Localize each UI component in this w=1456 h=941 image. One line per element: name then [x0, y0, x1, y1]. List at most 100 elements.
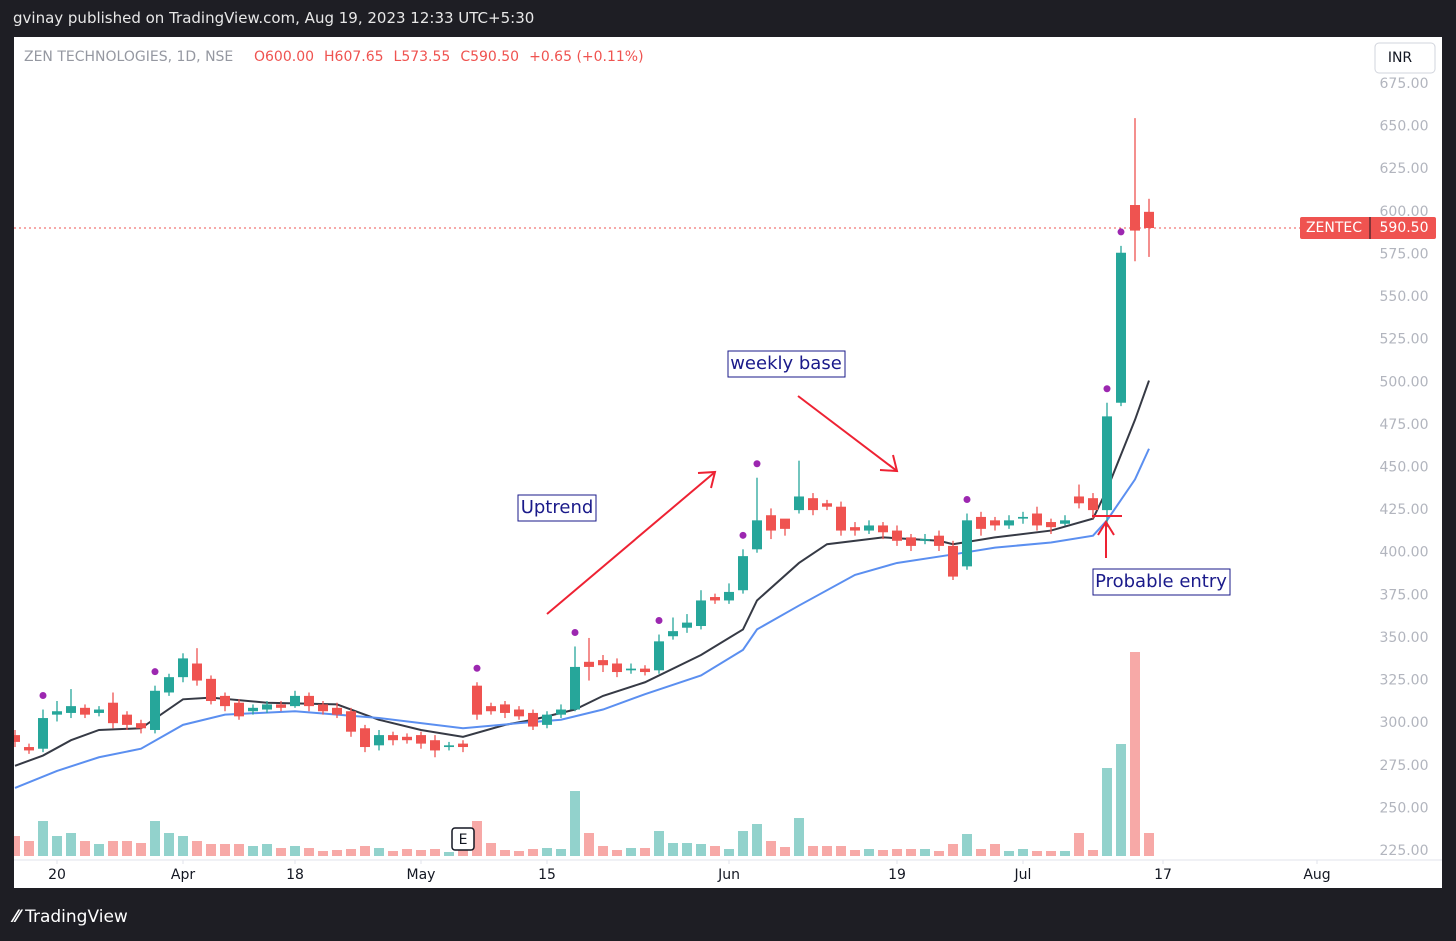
volume-bar — [724, 849, 734, 856]
volume-bar — [122, 841, 132, 856]
y-tick-label: 350.00 — [1380, 630, 1429, 646]
volume-bar — [14, 836, 20, 856]
y-tick-label: 525.00 — [1380, 332, 1429, 348]
volume-bar — [1088, 850, 1098, 856]
volume-bar — [52, 836, 62, 856]
volume-bar — [164, 833, 174, 856]
volume-bar — [500, 850, 510, 856]
candle-body — [570, 666, 580, 710]
candle-body — [766, 515, 776, 531]
candle-body — [654, 641, 664, 671]
volume-bar — [346, 849, 356, 856]
volume-bar — [430, 849, 440, 856]
volume-bar — [514, 851, 524, 856]
x-tick-label: Aug — [1303, 867, 1330, 883]
candle-body — [612, 663, 622, 673]
footer: ⁄⁄ TradingView — [14, 907, 128, 927]
volume-bar — [640, 848, 650, 856]
candle-body — [1060, 520, 1070, 524]
ohlc-value: H607.65 — [324, 49, 384, 65]
volume-bar — [136, 843, 146, 856]
candle-body — [458, 743, 468, 748]
annotation-box — [517, 494, 597, 522]
candle-body — [360, 728, 370, 748]
moving-average — [14, 380, 1150, 767]
currency-label[interactable]: INR — [1388, 50, 1413, 66]
volume-bar — [38, 821, 48, 856]
candle-body — [276, 704, 286, 708]
x-tick-label: Jul — [1014, 867, 1032, 883]
candle-body — [108, 702, 118, 724]
candle-body — [948, 545, 958, 577]
candle-body — [14, 735, 20, 742]
volume-bar — [1116, 744, 1126, 856]
candle-body — [332, 707, 342, 715]
x-tick-label: 15 — [538, 867, 556, 883]
volume-bar — [262, 844, 272, 856]
currency-button[interactable] — [1374, 42, 1436, 74]
y-tick-label: 325.00 — [1380, 673, 1429, 689]
candle-body — [528, 712, 538, 727]
volume-bar — [542, 848, 552, 856]
candle-body — [66, 706, 76, 713]
candle-body — [206, 678, 216, 702]
y-tick-label: 675.00 — [1380, 76, 1429, 92]
candle-body — [80, 707, 90, 715]
volume-bar — [402, 849, 412, 856]
y-tick-label: 375.00 — [1380, 587, 1429, 603]
volume-bar — [1074, 833, 1084, 856]
signal-dot — [473, 664, 481, 672]
signal-dot — [1117, 228, 1125, 236]
candle-body — [780, 518, 790, 529]
candle-body — [318, 704, 328, 712]
legend: ZEN TECHNOLOGIES, 1D, NSE O600.00 H607.65 L… — [24, 49, 644, 65]
candle-body — [794, 496, 804, 511]
candle-body — [1116, 252, 1126, 403]
volume-bar — [1144, 833, 1154, 856]
volume-bar — [486, 843, 496, 856]
volume-bar — [444, 852, 454, 856]
signal-dot — [39, 692, 47, 700]
volume-bar — [738, 831, 748, 856]
candle-body — [136, 723, 146, 729]
volume-bar — [710, 846, 720, 856]
volume-bar — [654, 831, 664, 856]
volume-bar — [906, 849, 916, 856]
y-tick-label: 650.00 — [1380, 119, 1429, 135]
signal-dot — [655, 617, 663, 625]
y-tick-label: 275.00 — [1380, 758, 1429, 774]
candle-body — [500, 704, 510, 713]
candle-body — [808, 498, 818, 511]
header: gvinay published on TradingView.com, Aug… — [13, 9, 535, 27]
volume-bar — [24, 841, 34, 856]
volume-bar — [248, 846, 258, 856]
y-tick-label: 550.00 — [1380, 289, 1429, 305]
volume-bar — [780, 847, 790, 856]
y-tick-label: 400.00 — [1380, 545, 1429, 561]
volume-bar — [696, 844, 706, 856]
y-tick-label: 575.00 — [1380, 246, 1429, 262]
volume-bar — [948, 844, 958, 856]
volume-bar — [878, 850, 888, 856]
ticker-label: ZENTEC — [1306, 220, 1362, 236]
candle-body — [248, 707, 258, 712]
candle-body — [52, 711, 62, 715]
signal-dot — [753, 460, 761, 468]
volume-bar — [94, 844, 104, 856]
candle-body — [906, 537, 916, 546]
volume-bar — [290, 846, 300, 856]
earnings-label: E — [459, 832, 468, 848]
candle-body — [1130, 205, 1140, 231]
volume-bar — [962, 834, 972, 856]
candle-body — [892, 530, 902, 541]
volume-bar — [668, 843, 678, 856]
candle-body — [402, 736, 412, 741]
candle-body — [38, 718, 48, 749]
candle-body — [920, 539, 930, 541]
volume-bar — [556, 849, 566, 856]
candle-body — [150, 690, 160, 730]
candle-body — [626, 668, 636, 671]
volume-bar — [388, 851, 398, 856]
y-tick-label: 600.00 — [1380, 204, 1429, 220]
